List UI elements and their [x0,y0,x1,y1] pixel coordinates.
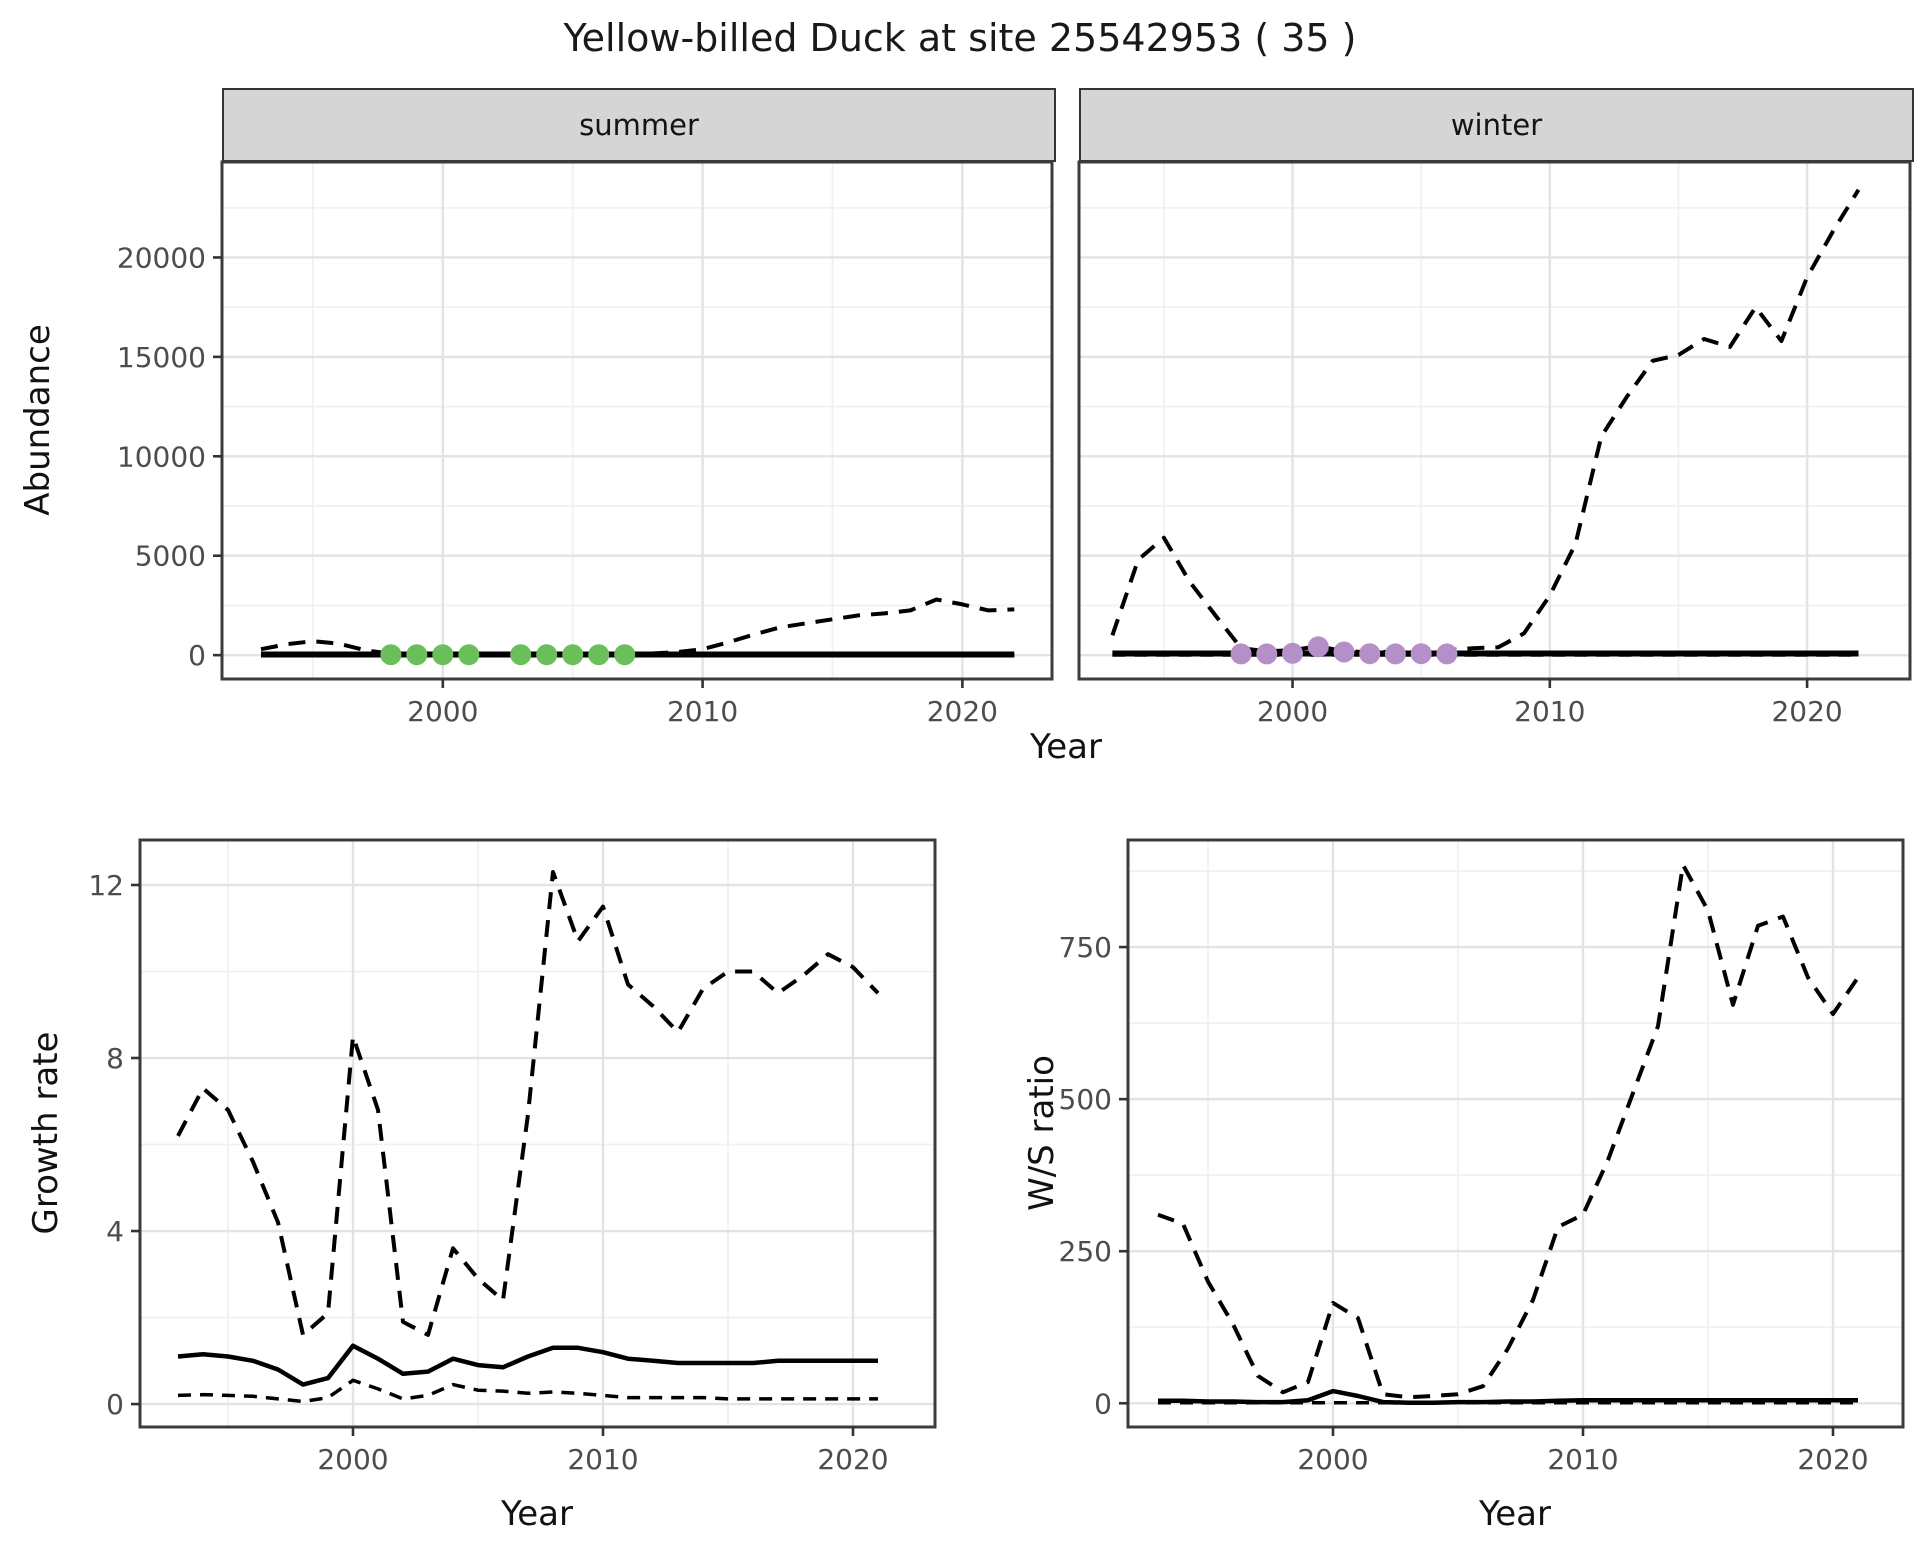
panel-growth-rate-x-tick-label: 2000 [317,1443,388,1476]
panel-growth-rate-axis-ticks: 2000 2010 2020 0 4 8 12 [88,869,888,1476]
growth-rate-median-line [177,1343,878,1387]
abundance-axis-title: Abundance [18,324,58,516]
summer-upper-ci-line [260,597,1015,657]
panel-abundance-winter-x-tick-label: 2020 [1771,695,1842,728]
facet-strip-winter: winter [1079,88,1914,162]
panel-ws-ratio-x-tick-label: 2010 [1547,1443,1618,1476]
summer-observations-dot [614,644,636,666]
figure-title: Yellow-billed Duck at site 25542953 ( 35… [563,16,1357,60]
winter-observations-dot [1230,643,1252,665]
panel-ws-ratio-y-tick-label: 500 [1059,1083,1112,1116]
summer-observations-dot [510,644,532,666]
panel-abundance-summer-frame [220,160,1054,681]
growth-rate-upper-ci-line [176,870,880,1337]
winter-observations-dot [1436,643,1458,665]
summer-observations-dot [588,644,610,666]
panel-ws-ratio-y-tick-label: 250 [1059,1235,1112,1268]
panel-ws-ratio-axis-ticks: 2000 2010 2020 0 250 500 750 [1059,931,1869,1476]
panel-growth-rate-x-tick-label: 2020 [817,1443,888,1476]
panel-abundance-summer-x-tick-label: 2000 [407,695,478,728]
summer-observations-dot [458,644,480,666]
panel-abundance-summer-y-tick-label: 0 [188,639,206,672]
winter-observations-dot [1256,643,1278,665]
winter-upper-ci-line [1110,188,1861,655]
panel-abundance-winter-gridlines [1079,162,1910,679]
summer-observations-dot [562,644,584,666]
panel-abundance-winter-axis-ticks: 2000 2010 2020 [1257,679,1843,728]
panel-abundance-winter-x-tick-label: 2010 [1514,695,1585,728]
panel-ws-ratio-y-tick-label: 0 [1094,1387,1112,1420]
panel-abundance-winter: 2000 2010 2020 [1077,160,1912,728]
panel-abundance-winter-x-tick-label: 2000 [1257,695,1328,728]
panel-abundance-summer-axis-ticks: 2000 2010 2020 0 5000 10000 15000 20000 [117,241,998,728]
panel-ws-ratio-frame [1126,838,1905,1429]
year-axis-title-top: Year [1030,727,1102,767]
panel-abundance-summer-y-tick-label: 20000 [117,241,206,274]
panel-abundance-summer-x-tick-label: 2020 [927,695,998,728]
facet-strip-winter-label: winter [1450,108,1543,142]
panel-ws-ratio: 2000 2010 2020 0 250 500 750 [1059,838,1905,1476]
winter-observations-dot [1282,642,1303,664]
panel-growth-rate: 2000 2010 2020 0 4 8 12 [88,838,937,1476]
summer-observations-dot [380,644,402,666]
winter-observations-dot [1384,643,1406,665]
growth-rate-lower-ci-line [177,1378,878,1404]
winter-observations-dot [1333,641,1355,663]
panel-growth-rate-y-tick-label: 0 [106,1388,124,1421]
facet-strip-summer: summer [222,88,1056,162]
summer-observations [380,644,636,666]
summer-observations-dot [406,644,428,666]
panel-growth-rate-gridlines [140,840,935,1427]
panel-abundance-summer-x-tick-label: 2010 [667,695,738,728]
summer-observations-dot [432,644,454,666]
panel-ws-ratio-x-tick-label: 2020 [1797,1443,1868,1476]
growth-rate-axis-title: Growth rate [26,1031,66,1235]
panel-abundance-summer-y-tick-label: 5000 [135,540,206,573]
panel-ws-ratio-y-tick-label: 750 [1059,931,1112,964]
summer-observations-dot [536,644,558,666]
panel-growth-rate-y-tick-label: 4 [106,1215,124,1248]
winter-observations-dot [1359,643,1381,665]
panel-abundance-winter-frame [1077,160,1912,681]
panel-growth-rate-x-tick-label: 2010 [567,1443,638,1476]
panel-growth-rate-frame [138,838,937,1429]
panel-growth-rate-y-tick-label: 12 [88,869,124,902]
year-axis-title-ws: Year [1479,1494,1551,1534]
winter-observations-dot [1307,636,1329,658]
facet-strip-summer-label: summer [579,108,699,142]
winter-observations [1230,636,1458,665]
panel-growth-rate-y-tick-label: 8 [106,1042,124,1075]
year-axis-title-growth: Year [501,1494,573,1534]
ws-ratio-median-line [1158,1388,1858,1405]
panel-abundance-summer: 2000 2010 2020 0 5000 10000 15000 20000 [117,160,1054,728]
panel-ws-ratio-gridlines [1128,840,1903,1427]
ws-ratio-upper-ci-line [1157,862,1860,1400]
ws-ratio-axis-title: W/S ratio [1022,1055,1062,1211]
panel-ws-ratio-x-tick-label: 2000 [1297,1443,1368,1476]
panel-abundance-summer-y-tick-label: 10000 [117,440,206,473]
winter-observations-dot [1410,643,1432,665]
panel-abundance-summer-y-tick-label: 15000 [117,341,206,374]
